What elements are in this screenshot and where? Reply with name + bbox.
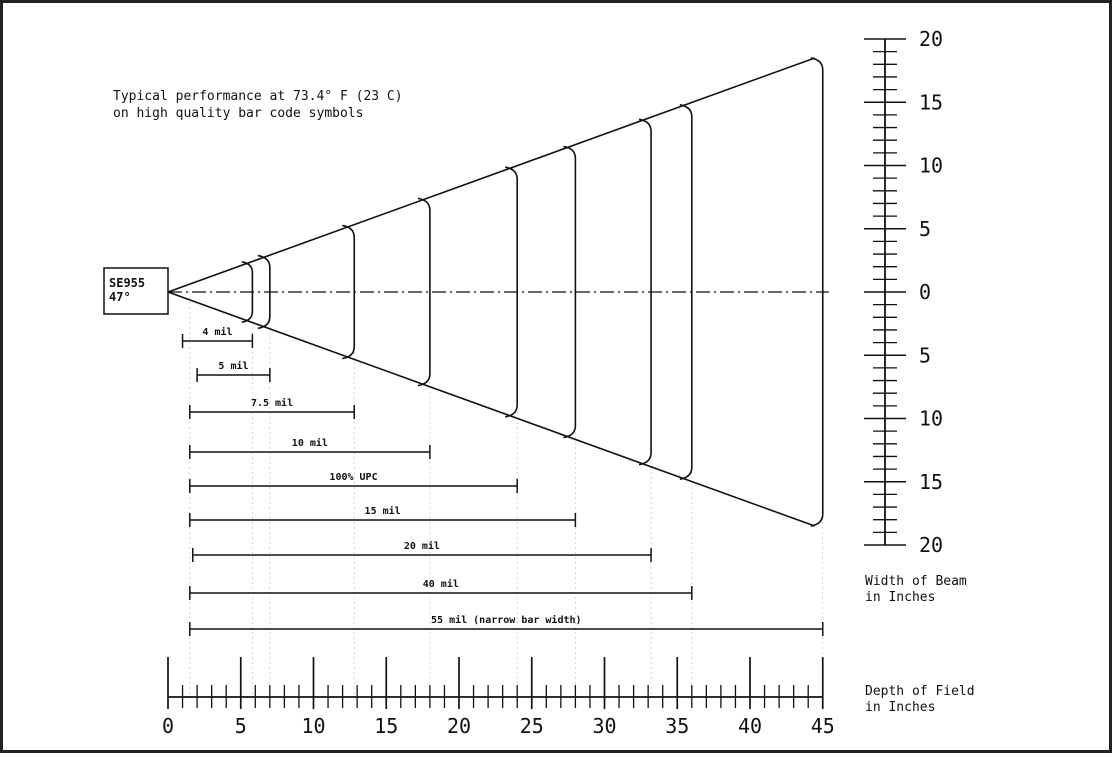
range-label: 55 mil (narrow bar width) [431,614,582,626]
range-label: 40 mil [423,578,459,590]
beam-axis-title-1: Width of Beam [865,574,967,589]
beam-axis-label: 20 [919,27,943,51]
note-line-2: on high quality bar code symbols [113,106,363,121]
depth-axis-label: 30 [592,714,616,738]
depth-axis-label: 10 [301,714,325,738]
note-line-1: Typical performance at 73.4° F (23 C) [113,89,403,104]
range-end-arc [810,57,824,527]
scanner-angle: 47° [109,290,131,304]
depth-axis-label: 35 [665,714,689,738]
beam-axis-label: 20 [919,533,943,557]
depth-axis-label: 40 [738,714,762,738]
beam-axis-label: 5 [919,217,931,241]
scanner-box [103,267,169,315]
beam-axis-label: 5 [919,343,931,367]
range-end-arc [679,103,693,481]
range-label: 10 mil [292,437,328,449]
range-label: 20 mil [404,540,440,552]
beam-edge-top [167,57,816,293]
beam-edge-bottom [167,291,816,527]
beam-axis-label: 10 [919,154,943,178]
range-end-arc [257,254,271,330]
range-end-arc [342,224,356,360]
range-end-arc [241,261,254,323]
depth-axis-label: 25 [520,714,544,738]
beam-axis-label: 0 [919,280,931,304]
beam-axis-label: 15 [919,90,943,114]
depth-axis-label: 45 [811,714,835,738]
depth-axis-label: 5 [235,714,247,738]
beam-axis-label: 15 [919,470,943,494]
range-end-arc [563,145,577,439]
scanner-model: SE955 [109,276,145,290]
beam-axis-label: 10 [919,407,943,431]
range-label: 7.5 mil [251,397,293,409]
range-label: 5 mil [218,360,248,372]
depth-axis-label: 20 [447,714,471,738]
beam-axis-title-2: in Inches [865,590,935,605]
depth-axis-title-1: Depth of Field [865,684,975,699]
range-label: 15 mil [365,505,401,517]
depth-axis-label: 15 [374,714,398,738]
range-end-arc [417,197,431,387]
range-label: 100% UPC [329,472,377,483]
range-end-arc [505,166,518,418]
range-end-arc [638,118,652,466]
range-label: 4 mil [202,326,232,338]
chart-marks: 4 mil 5 mil 7.5 mil 10 mil 100% UPC 15 mil 20 … [162,27,943,738]
depth-axis-label: 0 [162,714,174,738]
depth-axis-title-2: in Inches [865,700,935,715]
